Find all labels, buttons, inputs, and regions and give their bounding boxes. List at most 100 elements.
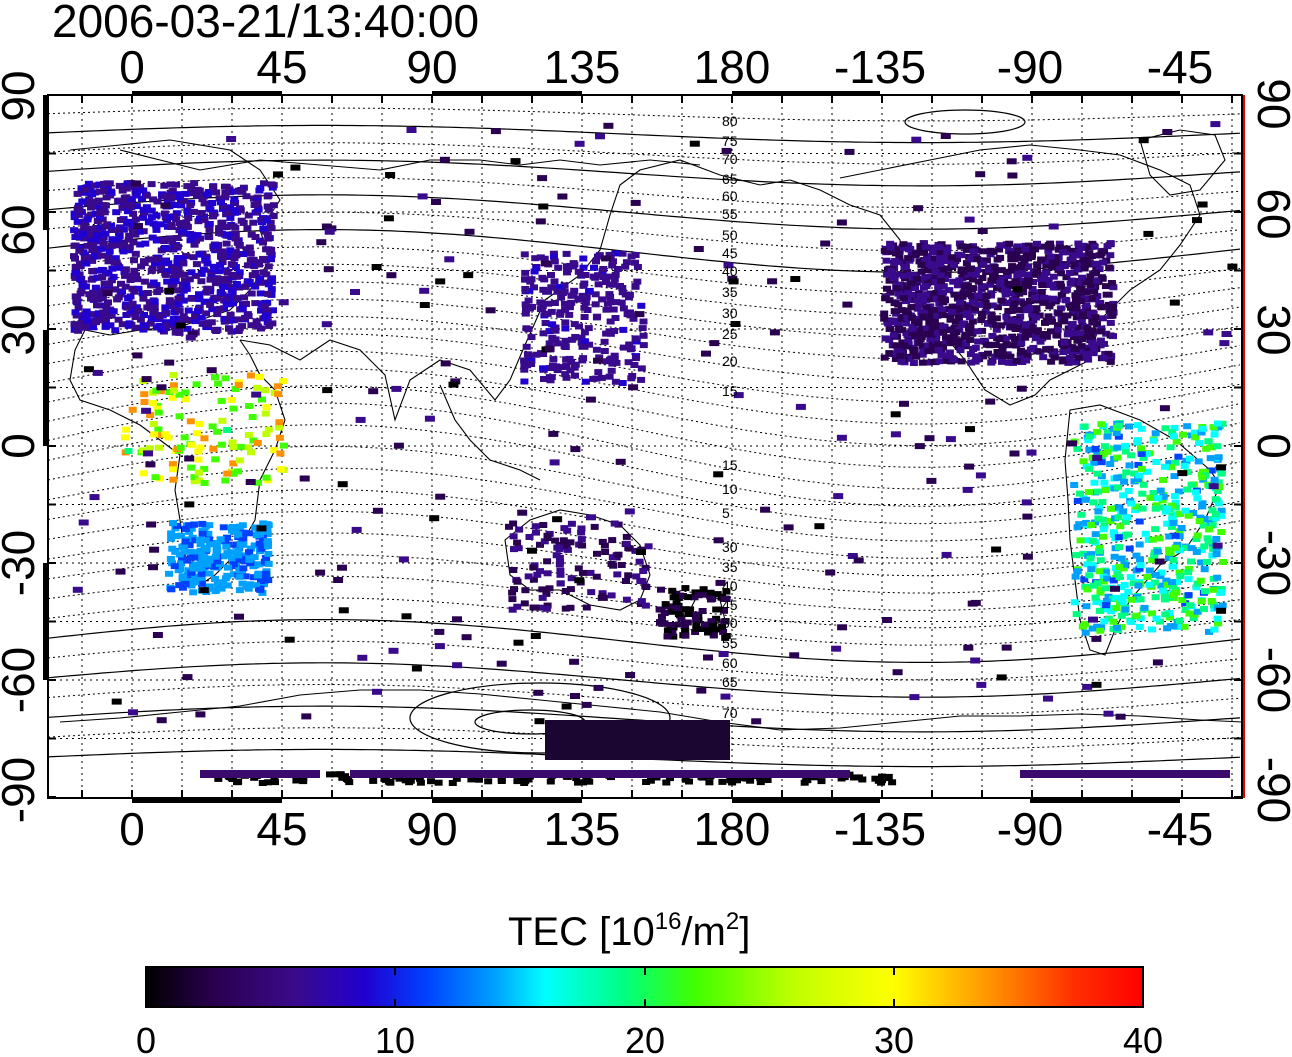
tec-cell: [192, 261, 201, 268]
tec-cell: [958, 243, 967, 250]
tec-cell: [585, 778, 594, 785]
tec-cell: [1143, 574, 1152, 580]
tec-cell: [1127, 596, 1136, 603]
tec-cell: [263, 543, 272, 549]
tec-cell: [475, 776, 483, 783]
tec-cell: [405, 779, 414, 786]
tec-cell: [1189, 510, 1198, 516]
tec-cell: [1038, 335, 1047, 342]
tec-cell: [235, 587, 244, 594]
tec-cell: [134, 308, 143, 315]
tec-cell: [463, 272, 474, 279]
colorbar: TEC [1016/m2] 0 10 20 30 40: [136, 908, 1163, 1057]
tec-cell: [548, 321, 557, 328]
tec-cell: [1169, 557, 1178, 564]
tec-cell: [1075, 245, 1083, 252]
tec-cell: [536, 604, 545, 611]
tec-cell: [213, 311, 222, 318]
top-lon-label: 135: [544, 41, 621, 93]
tec-cell: [509, 533, 518, 540]
tec-cell: [885, 350, 894, 357]
tec-cell: [532, 351, 541, 358]
tec-cell: [521, 286, 530, 292]
tec-cell: [540, 538, 549, 545]
tec-cell: [259, 255, 267, 262]
tec-cell: [1101, 569, 1110, 576]
tec-cell: [908, 314, 916, 321]
tec-cell: [200, 216, 209, 223]
tec-cell: [597, 374, 606, 381]
tec-cell: [147, 181, 156, 188]
tec-cell: [388, 647, 399, 654]
tec-cell: [196, 541, 205, 548]
tec-cell: [243, 225, 252, 232]
tec-cell: [198, 587, 209, 594]
tec-cell: [930, 244, 939, 251]
tec-cell: [976, 681, 987, 688]
tec-cell: [1100, 340, 1108, 347]
tec-cell: [111, 286, 120, 293]
tec-cell: [969, 299, 978, 306]
tec-cell: [947, 308, 956, 315]
tec-cell: [1053, 326, 1062, 333]
tec-cell: [624, 508, 635, 515]
tec-cell: [197, 270, 206, 277]
tec-cell: [181, 396, 190, 403]
tec-region-new-zealand: [655, 585, 731, 641]
tec-cell: [627, 253, 636, 260]
tec-cell: [677, 615, 686, 622]
top-lon-label: -90: [997, 41, 1063, 93]
tec-cell: [226, 204, 235, 211]
tec-cell: [1085, 250, 1094, 257]
tec-cell: [728, 278, 739, 285]
tec-cell: [720, 693, 731, 700]
tec-cell: [982, 257, 991, 264]
tec-cell: [174, 301, 183, 308]
tec-cell: [720, 618, 729, 625]
tec-cell: [1023, 271, 1032, 278]
tec-cell: [894, 321, 903, 328]
tec-cell: [1050, 354, 1059, 361]
tec-cell: [1141, 530, 1150, 537]
tec-cell: [1185, 610, 1194, 617]
tec-cell: [212, 294, 221, 301]
tec-cell: [231, 231, 240, 238]
tec-cell: [699, 586, 708, 593]
tec-cell: [223, 550, 232, 557]
tec-cell: [179, 287, 188, 294]
tec-cell: [1121, 448, 1130, 455]
tec-cell: [1138, 137, 1149, 144]
tec-cell: [132, 203, 141, 210]
tec-cell: [569, 263, 578, 270]
tec-cell: [250, 542, 259, 549]
tec-cell: [951, 303, 960, 310]
tec-cell: [1096, 586, 1105, 593]
tec-cell: [1165, 554, 1173, 561]
tec-cell: [350, 770, 850, 778]
tec-cell: [262, 474, 271, 481]
tec-cell: [934, 346, 943, 353]
tec-cell: [723, 262, 734, 269]
tec-cell: [625, 292, 634, 298]
tec-cell: [933, 249, 942, 256]
tec-cell: [965, 314, 974, 320]
tec-cell: [1140, 604, 1149, 611]
tec-cell: [561, 605, 570, 612]
tec-cell: [1113, 474, 1122, 481]
tec-cell: [1171, 459, 1179, 466]
tec-cell: [858, 776, 867, 783]
tec-cell: [538, 303, 547, 310]
tec-cell: [161, 271, 170, 278]
tec-cell: [1135, 541, 1144, 548]
tec-cell: [1181, 544, 1190, 551]
tec-cell: [968, 318, 977, 325]
tec-cell: [722, 588, 731, 595]
tec-cell: [1125, 423, 1133, 430]
bottom-lon-label: -135: [834, 803, 926, 855]
tec-cell: [520, 600, 529, 607]
tec-cell: [138, 447, 147, 454]
tec-cell: [186, 418, 195, 425]
tec-cell: [213, 558, 222, 565]
tec-cell: [922, 283, 931, 290]
tec-cell: [172, 181, 180, 188]
